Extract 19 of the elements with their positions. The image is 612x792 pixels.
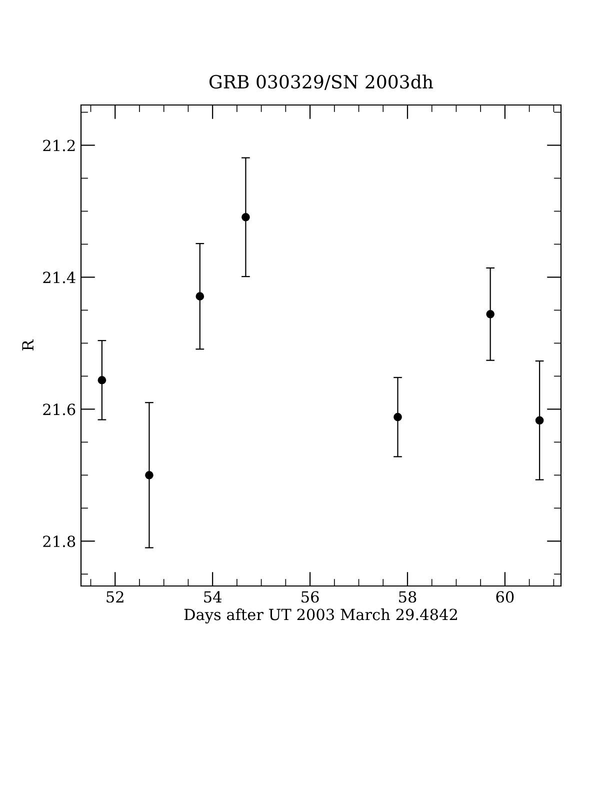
x-tick-label: 56 xyxy=(302,591,319,603)
point xyxy=(242,213,250,222)
point xyxy=(394,412,402,422)
x-tick-label: 60 xyxy=(496,591,514,603)
y-tick-label: 21.6 xyxy=(43,404,76,416)
y-axis-title: R xyxy=(22,339,34,350)
point xyxy=(535,416,544,425)
point xyxy=(98,376,106,384)
point xyxy=(486,310,495,318)
x-axis-title: Days after UT 2003 March 29.4842 xyxy=(184,608,457,624)
x-tick-label: 58 xyxy=(399,591,416,603)
point xyxy=(196,292,204,301)
y-tick-label: 21.2 xyxy=(43,140,75,152)
x-tick-label: 54 xyxy=(204,591,222,603)
x-tick-label: 52 xyxy=(106,591,124,603)
y-tick-label: 21.8 xyxy=(43,536,76,548)
chart-title: GRB 030329/SN 2003dh xyxy=(209,74,434,90)
y-tick-label: 21.4 xyxy=(43,272,76,284)
point xyxy=(145,470,154,480)
